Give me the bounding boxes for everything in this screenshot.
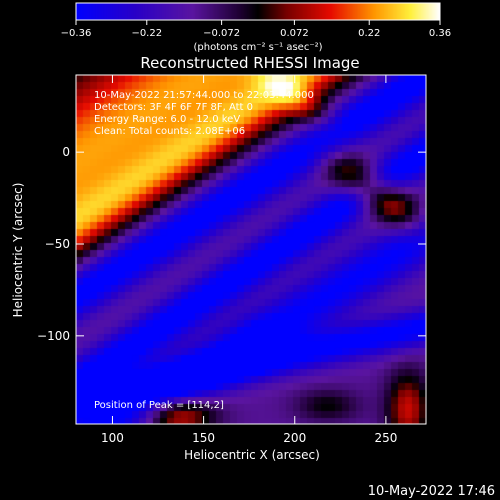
plot-frame [75,74,427,425]
x-axis-label: Heliocentric X (arcsec) [184,448,320,462]
x-tick-label: 150 [192,431,215,445]
colorbar-tick-label: −0.36 [61,28,92,39]
colorbar-ticks: −0.36 −0.22 −0.072 0.072 0.22 0.36 [61,20,451,39]
colorbar-gradient [76,3,440,20]
colorbar-frame [75,2,441,21]
annotation-energy-range: Energy Range: 6.0 - 12.0 keV [94,114,240,125]
heatmap-wrapper [76,75,426,424]
annotation-clean-counts: Clean: Total counts: 2.08E+06 [94,126,245,137]
colorbar-tick-label: 0.072 [280,28,309,39]
colorbar-tick-label: 0.36 [429,28,451,39]
heatmap-image [76,75,426,424]
colorbar-tick-label: 0.22 [358,28,380,39]
chart-title: Reconstructed RHESSI Image [140,54,359,72]
annotation-peak-position: Position of Peak = [114,2] [94,400,224,411]
y-tick-label: −100 [37,329,70,343]
y-axis-label: Heliocentric Y (arcsec) [11,183,25,318]
annotations: 10-May-2022 21:57:44.000 to 22:03:44.000… [94,90,314,411]
x-tick-label: 100 [101,431,124,445]
y-tick-label: 0 [62,145,70,159]
x-tick-label: 200 [283,431,306,445]
axis-ticks: 100 150 200 250 0 −50 −100 [37,75,426,445]
annotation-time-range: 10-May-2022 21:57:44.000 to 22:03:44.000 [94,90,314,101]
colorbar-tick-label: −0.22 [131,28,162,39]
footer-date: 10-May-2022 17:46 [368,484,495,499]
x-tick-label: 250 [374,431,397,445]
colorbar: −0.36 −0.22 −0.072 0.072 0.22 0.36 (photons c… [61,2,451,53]
colorbar-unit-label: (photons cm⁻² s⁻¹ asec⁻²) [193,42,322,53]
y-tick-label: −50 [45,237,70,251]
annotation-detectors: Detectors: 3F 4F 6F 7F 8F, Att 0 [94,102,253,113]
colorbar-tick-label: −0.072 [203,28,240,39]
colorbar-gradient-wrapper [76,3,440,20]
